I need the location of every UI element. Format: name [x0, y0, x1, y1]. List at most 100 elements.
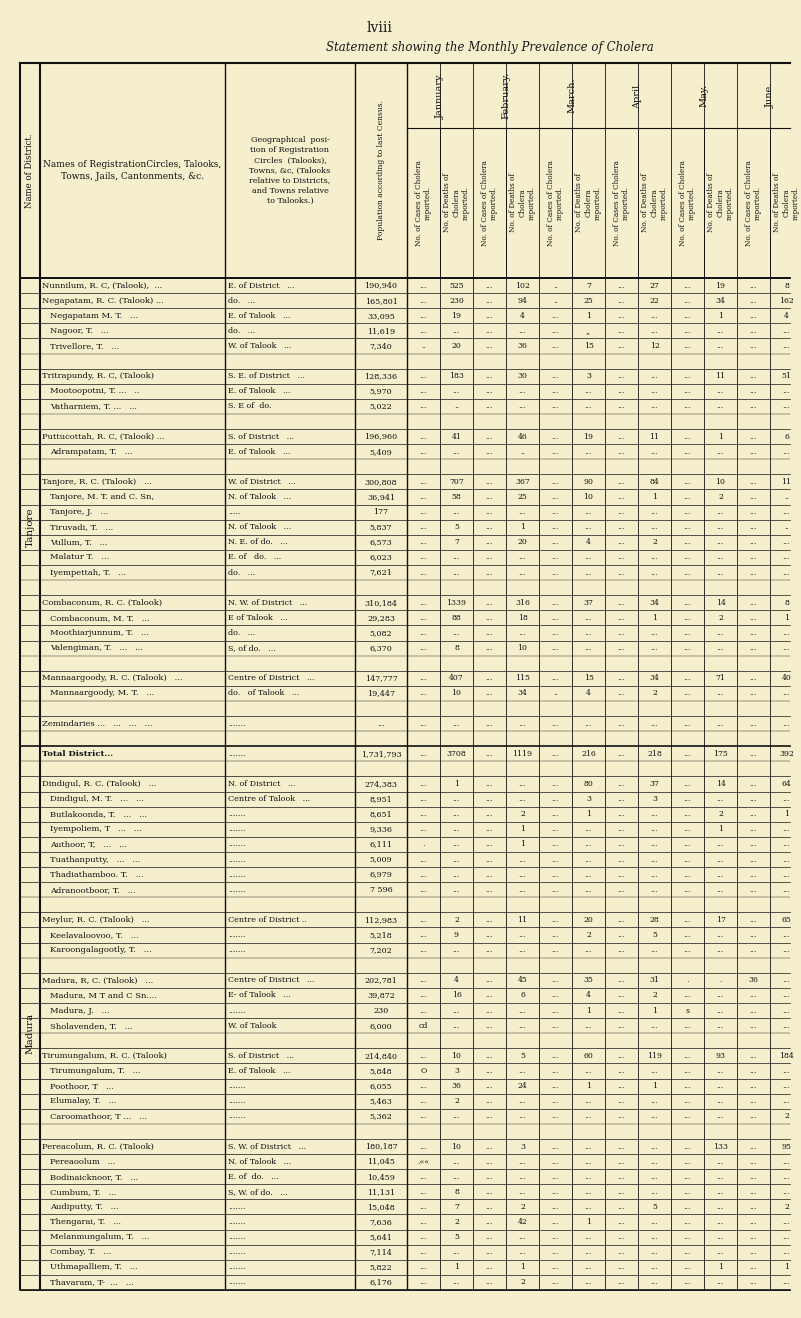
Text: .......: ....... — [228, 1278, 245, 1286]
Text: ...: ... — [453, 509, 461, 517]
Text: ...: ... — [552, 886, 559, 894]
Text: ...: ... — [585, 1173, 592, 1181]
Text: ...: ... — [552, 1218, 559, 1226]
Text: 6: 6 — [784, 432, 789, 440]
Text: 1: 1 — [652, 493, 657, 501]
Text: ...: ... — [750, 523, 757, 531]
Text: Pereacolum, R. C. (Talook): Pereacolum, R. C. (Talook) — [42, 1143, 154, 1151]
Text: E. of Talook   ...: E. of Talook ... — [228, 448, 291, 456]
Text: ...: ... — [650, 1157, 658, 1165]
Text: 11,045: 11,045 — [367, 1157, 395, 1165]
Text: Tritrapundy, R. C, (Talook): Tritrapundy, R. C, (Talook) — [42, 372, 154, 380]
Text: ...: ... — [684, 598, 691, 606]
Text: ...: ... — [485, 282, 493, 290]
Text: ...: ... — [684, 871, 691, 879]
Text: ...: ... — [684, 1218, 691, 1226]
Text: 5: 5 — [454, 523, 459, 531]
Text: ...: ... — [650, 841, 658, 849]
Text: 5,641: 5,641 — [369, 1234, 392, 1242]
Text: ...: ... — [552, 538, 559, 547]
Text: ...: ... — [485, 916, 493, 924]
Text: ...: ... — [717, 1248, 724, 1256]
Text: 1: 1 — [586, 811, 591, 818]
Text: ...: ... — [420, 1234, 427, 1242]
Text: 10: 10 — [517, 645, 528, 652]
Text: ...: ... — [420, 871, 427, 879]
Text: ...: ... — [420, 568, 427, 576]
Text: Keelavaloovoo, T.   ...: Keelavaloovoo, T. ... — [50, 931, 139, 938]
Text: ...: ... — [684, 1264, 691, 1272]
Text: ...: ... — [618, 871, 626, 879]
Text: .......: ....... — [228, 946, 245, 954]
Text: ...: ... — [717, 1112, 724, 1120]
Text: ...: ... — [650, 1021, 658, 1029]
Text: ...: ... — [585, 886, 592, 894]
Text: ...: ... — [485, 402, 493, 410]
Text: ...: ... — [485, 977, 493, 985]
Text: ...: ... — [684, 282, 691, 290]
Text: ...: ... — [453, 1112, 461, 1120]
Text: Name of District.: Name of District. — [26, 133, 34, 208]
Text: ...: ... — [552, 946, 559, 954]
Text: ...: ... — [618, 811, 626, 818]
Text: 165,801: 165,801 — [364, 297, 397, 304]
Text: Bodinaicknoor, T.   ...: Bodinaicknoor, T. ... — [50, 1173, 139, 1181]
Text: Puttucottah, R. C, (Talook) ...: Puttucottah, R. C, (Talook) ... — [42, 432, 165, 440]
Text: Madura, J.   ...: Madura, J. ... — [50, 1007, 110, 1015]
Text: ...: ... — [650, 1248, 658, 1256]
Text: ...: ... — [750, 1173, 757, 1181]
Text: 36: 36 — [517, 341, 527, 351]
Text: ...: ... — [485, 629, 493, 637]
Text: ...: ... — [750, 1157, 757, 1165]
Text: 6,979: 6,979 — [369, 871, 392, 879]
Text: 2: 2 — [718, 811, 723, 818]
Text: 1: 1 — [586, 1007, 591, 1015]
Text: 3: 3 — [586, 372, 591, 380]
Text: ...: ... — [618, 1082, 626, 1090]
Text: ...: ... — [420, 1264, 427, 1272]
Text: ...: ... — [650, 720, 658, 728]
Text: ...: ... — [552, 1082, 559, 1090]
Text: ...: ... — [420, 1082, 427, 1090]
Text: ...: ... — [783, 1007, 791, 1015]
Text: ...: ... — [684, 1021, 691, 1029]
Text: Audiputty, T.   ...: Audiputty, T. ... — [50, 1203, 119, 1211]
Text: ...: ... — [618, 448, 626, 456]
Text: ...: ... — [684, 1112, 691, 1120]
Text: 1339: 1339 — [446, 598, 466, 606]
Text: ...: ... — [485, 341, 493, 351]
Text: 300,808: 300,808 — [364, 478, 397, 486]
Text: ...: ... — [453, 946, 461, 954]
Text: ...: ... — [453, 1173, 461, 1181]
Text: ...: ... — [618, 675, 626, 683]
Text: ...: ... — [618, 297, 626, 304]
Text: ...: ... — [519, 1068, 526, 1075]
Text: 15: 15 — [584, 341, 594, 351]
Text: ...: ... — [552, 1112, 559, 1120]
Text: ...: ... — [650, 509, 658, 517]
Text: Zemindaries ...   ...   ...   ...: Zemindaries ... ... ... ... — [42, 720, 152, 728]
Text: N. E. of do.   ...: N. E. of do. ... — [228, 538, 288, 547]
Text: ...: ... — [420, 402, 427, 410]
Text: ...: ... — [485, 750, 493, 758]
Text: 7 596: 7 596 — [369, 886, 392, 894]
Text: ...: ... — [519, 1097, 526, 1106]
Text: ...: ... — [552, 327, 559, 335]
Text: ...: ... — [420, 432, 427, 440]
Text: ...: ... — [650, 1264, 658, 1272]
Text: 28: 28 — [650, 916, 659, 924]
Text: ...: ... — [684, 372, 691, 380]
Text: .......: ....... — [228, 1218, 245, 1226]
Text: ...: ... — [585, 946, 592, 954]
Text: E- of Talook   ...: E- of Talook ... — [228, 991, 291, 999]
Text: 218: 218 — [647, 750, 662, 758]
Text: ...: ... — [750, 1278, 757, 1286]
Text: 2: 2 — [718, 493, 723, 501]
Text: ...: ... — [552, 554, 559, 561]
Text: ...: ... — [618, 1264, 626, 1272]
Text: ...: ... — [552, 1007, 559, 1015]
Text: ...: ... — [585, 871, 592, 879]
Text: Dindigul, R. C. (Talook)   ...: Dindigul, R. C. (Talook) ... — [42, 780, 156, 788]
Text: 17: 17 — [715, 916, 726, 924]
Text: ...: ... — [684, 493, 691, 501]
